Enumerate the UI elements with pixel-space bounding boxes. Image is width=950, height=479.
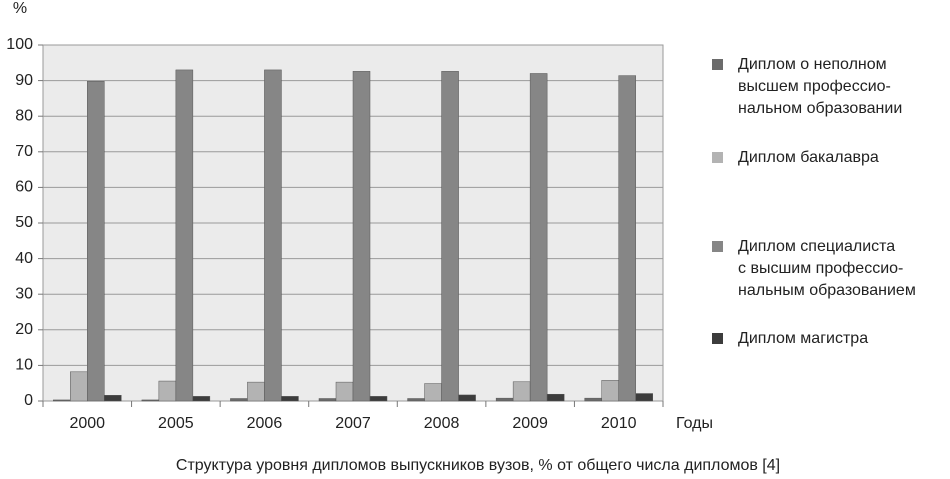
y-tick-label: 50	[15, 214, 33, 231]
bar	[141, 399, 160, 402]
x-tick-label: 2000	[69, 415, 105, 432]
bar	[175, 69, 194, 402]
x-tick-label: 2008	[424, 415, 460, 432]
bar	[264, 69, 282, 402]
bar	[584, 397, 602, 402]
y-tick-label: 40	[15, 250, 33, 267]
bar	[247, 381, 265, 402]
bar	[441, 71, 459, 402]
bar	[601, 380, 619, 402]
legend-label: Диплом специалиста с высшим профессио- н…	[738, 238, 916, 299]
bar	[87, 81, 105, 402]
bar	[158, 380, 177, 402]
legend-swatch	[712, 333, 723, 344]
bar	[70, 371, 88, 402]
y-tick-label: 20	[15, 321, 33, 338]
bar	[424, 383, 442, 402]
bar	[369, 396, 388, 402]
legend-item: Диплом магистра	[712, 328, 868, 350]
x-tick-label: 2010	[601, 415, 637, 432]
x-tick-label: 2009	[512, 415, 548, 432]
y-tick-label: 90	[15, 72, 33, 89]
y-tick-label: 60	[15, 179, 33, 196]
bar	[335, 381, 354, 402]
y-tick-label: 10	[15, 357, 33, 374]
bar	[104, 395, 122, 402]
bar	[352, 71, 371, 402]
bar	[458, 394, 476, 402]
legend-swatch	[712, 152, 723, 163]
y-tick-label: 100	[6, 36, 33, 53]
legend-label: Диплом о неполном высшем профессио- наль…	[738, 56, 903, 117]
y-tick-label: 80	[15, 107, 33, 124]
x-tick-label: 2007	[335, 415, 371, 432]
y-tick-label: 0	[24, 392, 33, 409]
caption: Структура уровня дипломов выпускников ву…	[176, 457, 780, 474]
bar	[318, 398, 337, 402]
bar	[512, 381, 531, 402]
x-tick-label: 2005	[158, 415, 194, 432]
legend-swatch	[712, 59, 723, 70]
legend-label: Диплом магистра	[738, 330, 869, 347]
bar	[192, 396, 211, 402]
bar	[281, 396, 299, 402]
legend-item: Диплом о неполном высшем профессио- наль…	[712, 54, 902, 120]
bar	[407, 398, 425, 402]
y-tick-label: 70	[15, 143, 33, 160]
y-axis-label: %	[13, 0, 27, 17]
legend-item: Диплом бакалавра	[712, 147, 879, 169]
x-tick-label: 2006	[247, 415, 283, 432]
bar	[546, 393, 565, 402]
bar	[230, 398, 248, 402]
x-axis-label: Годы	[676, 415, 713, 432]
y-tick-label: 30	[15, 285, 33, 302]
bar	[53, 399, 71, 402]
bar	[529, 73, 548, 402]
bar	[618, 75, 636, 402]
legend-item: Диплом специалиста с высшим профессио- н…	[712, 236, 916, 302]
legend-label: Диплом бакалавра	[738, 149, 879, 166]
bar	[495, 397, 514, 402]
bar	[635, 393, 653, 402]
legend-swatch	[712, 241, 723, 252]
